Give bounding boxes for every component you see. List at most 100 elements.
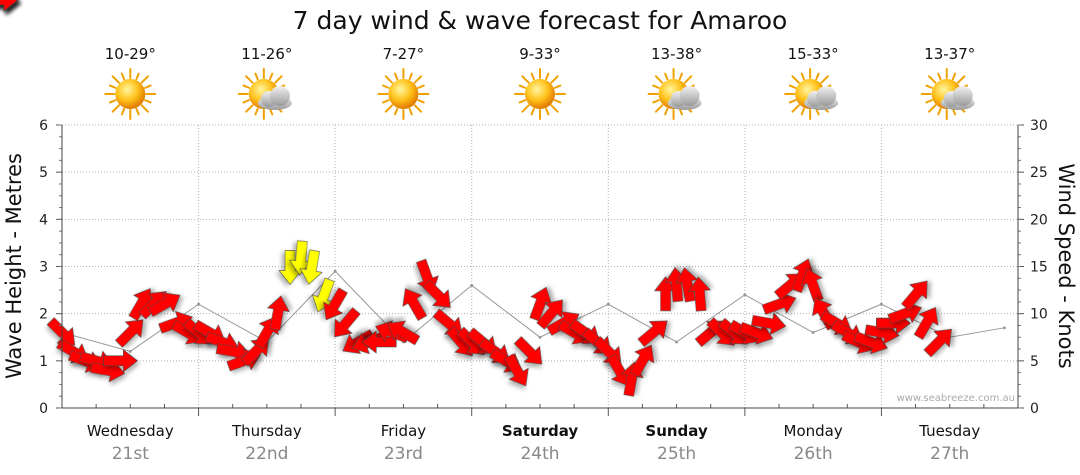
wave-height-point	[128, 349, 132, 353]
wind-arrow	[323, 287, 348, 321]
y-tick-label-right: 0	[1030, 401, 1039, 417]
sun-ray	[140, 104, 149, 113]
wind-arrow	[387, 320, 421, 346]
sun-ray	[925, 99, 933, 104]
sun-ray	[925, 84, 933, 89]
weather-icons: 10-29° 11-26° 7-27° 9-33° 13-38° 15-33° 13-37°	[104, 45, 975, 120]
sun-ray	[144, 84, 152, 89]
y-tick-label-right: 25	[1030, 165, 1048, 181]
sun-ray	[664, 107, 669, 116]
sun-ray	[245, 75, 254, 84]
sun-ray	[417, 84, 425, 89]
wind-arrow	[422, 279, 451, 308]
sun-ray	[268, 72, 274, 81]
cloud-puff	[679, 86, 700, 106]
sun-ray	[553, 84, 562, 89]
wind-arrow	[687, 276, 712, 312]
wave-height-point	[333, 269, 337, 273]
wind-arrow	[103, 349, 138, 373]
sun-ray	[937, 107, 942, 116]
sun-ray	[788, 99, 797, 104]
sun-ray	[521, 75, 530, 84]
sun-ray	[417, 99, 425, 104]
wave-height-point	[197, 302, 201, 306]
sun-ray	[683, 75, 693, 84]
wind-arrow	[289, 240, 313, 276]
day-label: Thursday	[231, 422, 302, 440]
sun-ray	[140, 75, 149, 84]
sun-ray	[664, 72, 669, 81]
sun-ray	[800, 72, 806, 81]
sun-ray	[144, 99, 152, 104]
y-tick-label-right: 15	[1030, 260, 1048, 276]
sun-ray	[652, 99, 660, 104]
sun-ray	[788, 84, 797, 89]
sun-ray	[521, 104, 530, 113]
cloud-shape	[804, 86, 839, 110]
y-axis-label-left: Wave Height - Metres	[2, 153, 26, 379]
sun-ray	[545, 107, 550, 116]
y-tick-label-right: 20	[1030, 212, 1048, 228]
sun-icon	[104, 68, 157, 120]
chart-title: 7 day wind & wave forecast for Amaroo	[293, 6, 788, 35]
sun-ray	[800, 107, 806, 116]
wave-height-point	[538, 335, 542, 339]
temperature-range: 7-27°	[383, 45, 425, 63]
y-tick-label-left: 2	[39, 307, 48, 323]
wave-height-point	[1002, 326, 1006, 330]
y-tick-label-right: 30	[1030, 118, 1048, 134]
y-tick-label-left: 3	[39, 260, 48, 276]
temperature-range: 13-38°	[651, 45, 702, 63]
y-tick-label-left: 4	[39, 212, 48, 228]
date-label: 25th	[657, 444, 696, 464]
sun-ray	[928, 104, 937, 113]
wind-arrow	[115, 319, 144, 348]
sun-ray	[530, 72, 535, 81]
credit-text: www.seabreeze.com.au	[897, 393, 1015, 404]
sun-ray	[135, 107, 140, 116]
date-label: 22nd	[245, 444, 288, 464]
wind-arrow	[791, 258, 815, 294]
wave-height-point	[743, 293, 747, 297]
sun-ray	[245, 104, 254, 113]
sun-cloud-icon	[647, 68, 702, 120]
sun-ray	[135, 72, 140, 81]
sun-ray	[384, 75, 394, 84]
y-tick-label-left: 6	[39, 118, 48, 134]
sun-ray	[384, 104, 394, 113]
temperature-range: 13-37°	[924, 45, 975, 63]
grid	[62, 124, 1018, 408]
sun-ray	[654, 104, 664, 113]
sun-ray	[652, 84, 660, 89]
sun-cloud-icon	[920, 68, 975, 120]
wind-arrow	[312, 277, 335, 313]
date-label: 24th	[520, 444, 559, 464]
sun-ray	[550, 104, 559, 113]
wind-arrow	[267, 295, 290, 331]
sun-ray	[654, 75, 664, 84]
date-label: 23rd	[384, 444, 423, 464]
wave-height-point	[879, 302, 883, 306]
temperature-range: 15-33°	[788, 45, 839, 63]
cloud-shape	[667, 86, 702, 110]
wind-arrow	[901, 280, 928, 311]
sun-disc	[388, 79, 419, 109]
sun-icon	[514, 68, 566, 120]
wind-arrow	[629, 344, 655, 378]
wind-arrow	[128, 288, 154, 321]
sun-ray	[791, 104, 800, 113]
sun-ray	[111, 104, 120, 113]
y-axis-label-right: Wind Speed - Knots	[1054, 163, 1078, 368]
sun-disc	[525, 79, 555, 109]
wind-arrow	[402, 288, 428, 321]
cloud-puff	[952, 86, 973, 106]
cloud-puff	[269, 86, 290, 106]
y-tick-label-left: 1	[39, 354, 48, 370]
sun-ray	[382, 84, 390, 89]
sun-ray	[382, 99, 390, 104]
day-label: Friday	[381, 422, 427, 440]
axes: 0 1 2 3 4 5 6 0 5 10 15 20 25 30 Wednesday 21st Thursday…	[39, 118, 1048, 464]
cloud-puff	[816, 86, 837, 106]
wind-arrow	[334, 307, 361, 338]
wind-arrow	[653, 276, 678, 312]
